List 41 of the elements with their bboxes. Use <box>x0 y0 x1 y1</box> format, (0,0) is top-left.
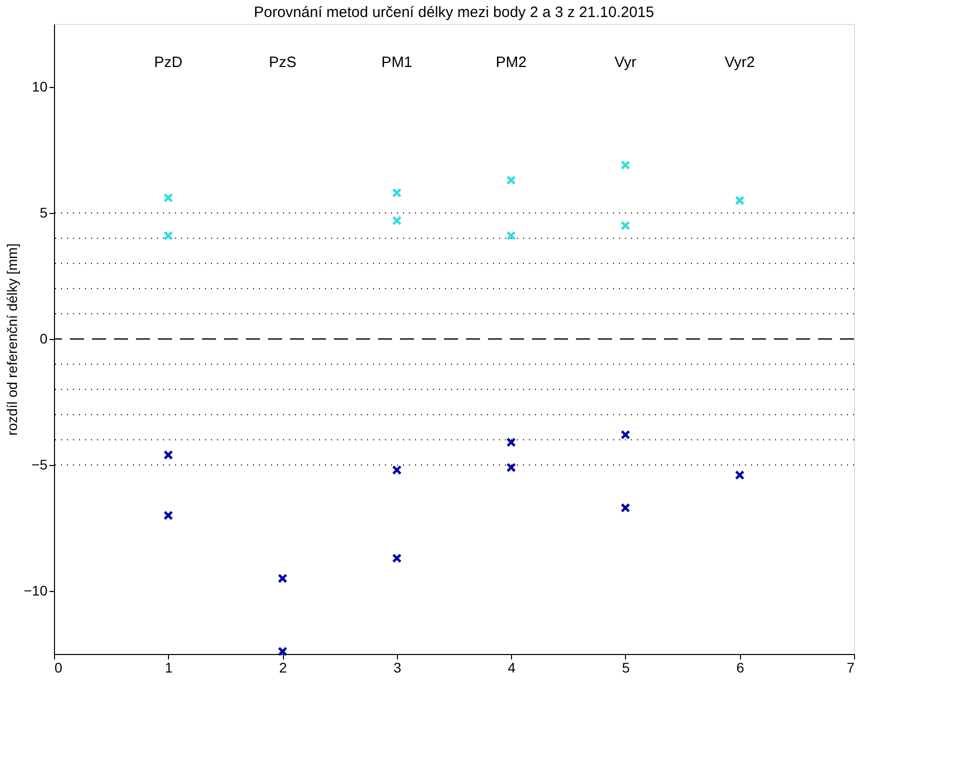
point <box>392 465 402 475</box>
point <box>620 220 630 230</box>
point <box>164 230 174 240</box>
x-tick-label: 2 <box>279 660 288 676</box>
point <box>734 196 744 206</box>
annotation: Vyr <box>614 54 636 71</box>
annotation: Vyr2 <box>724 54 755 71</box>
y-tick-label: −5 <box>32 456 48 472</box>
point <box>506 230 516 240</box>
chart-title: Porovnání metod určení délky mezi body 2 a 3 z 21.10.2015 <box>254 4 654 21</box>
point <box>164 450 174 460</box>
annotation: PzD <box>154 54 183 71</box>
point <box>506 438 516 448</box>
point <box>278 574 288 584</box>
y-tick-label: −10 <box>24 582 48 598</box>
point <box>620 160 630 170</box>
x-tick-label: 3 <box>393 660 402 676</box>
y-tick-label: 10 <box>32 78 48 94</box>
x-tick-label: 6 <box>736 660 744 676</box>
y-axis-title: rozdíl od referenční délky [mm] <box>4 243 20 436</box>
point <box>392 216 402 226</box>
y-tick-label: 0 <box>40 330 48 346</box>
y-tick-label: 5 <box>40 204 48 220</box>
point <box>506 175 516 186</box>
point <box>164 510 174 520</box>
x-tick-label: 0 <box>54 660 62 676</box>
point <box>620 430 630 440</box>
point <box>164 193 174 203</box>
point <box>392 553 402 564</box>
annotation: PzS <box>268 54 296 71</box>
point <box>734 470 744 480</box>
point <box>506 462 516 472</box>
x-tick-label: 7 <box>846 660 855 676</box>
x-tick-label: 5 <box>622 660 630 676</box>
annotation: PM2 <box>496 54 527 71</box>
annotation: PM1 <box>381 54 412 71</box>
point <box>392 188 402 198</box>
point <box>278 646 288 656</box>
x-tick-label: 1 <box>164 660 173 676</box>
point <box>620 503 630 513</box>
x-tick-label: 4 <box>508 660 516 676</box>
